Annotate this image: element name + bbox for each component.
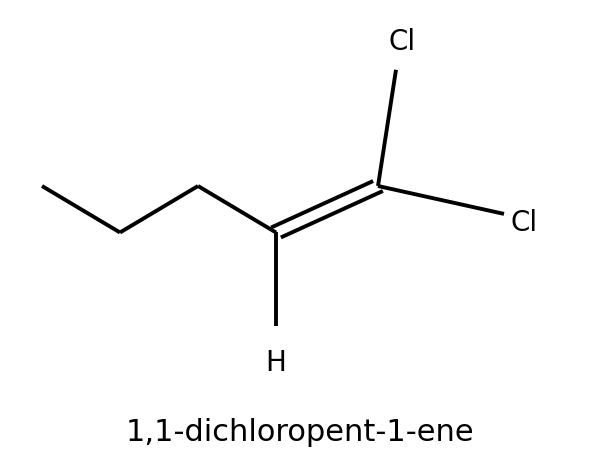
Text: 1,1-dichloropent-1-ene: 1,1-dichloropent-1-ene (125, 418, 475, 447)
Text: Cl: Cl (510, 209, 537, 237)
Text: Cl: Cl (388, 28, 416, 56)
Text: H: H (266, 349, 286, 377)
